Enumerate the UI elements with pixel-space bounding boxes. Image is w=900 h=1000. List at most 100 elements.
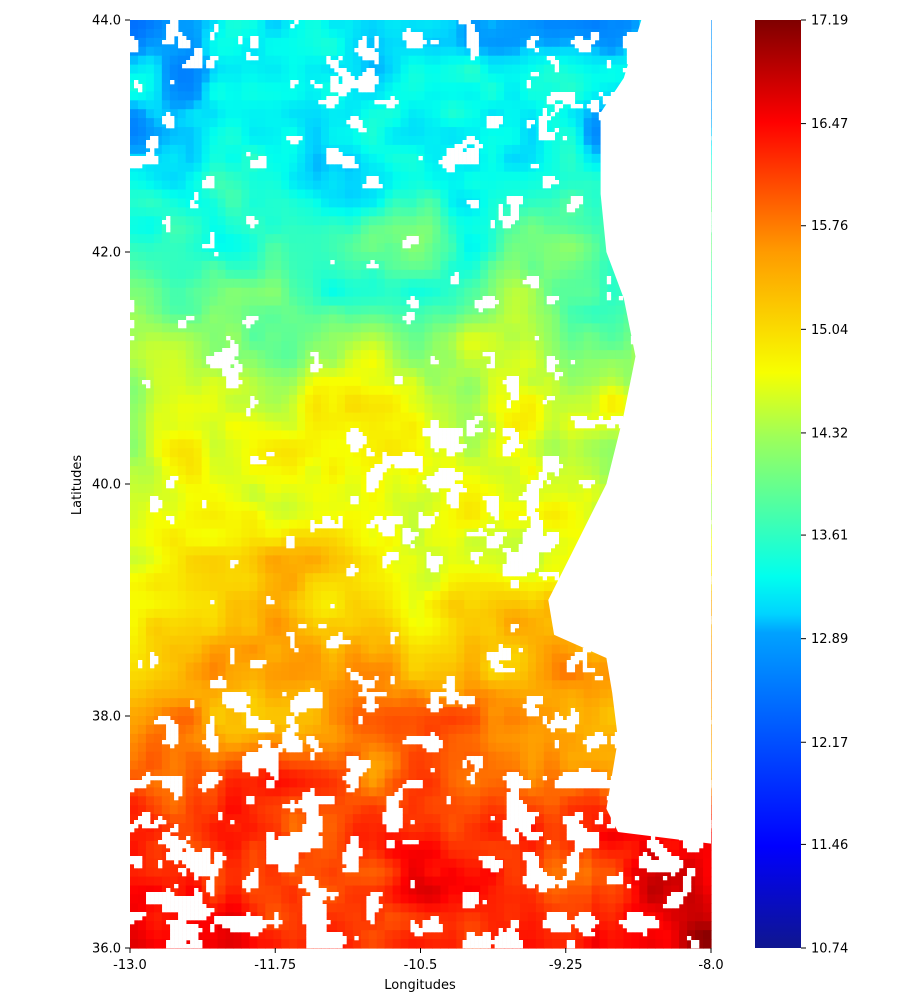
heatmap-cell <box>559 180 569 191</box>
heatmap-cell <box>543 421 553 432</box>
heatmap-cell <box>432 341 441 351</box>
heatmap-cell <box>551 20 561 30</box>
heatmap-cell <box>512 225 521 235</box>
heatmap-cell <box>193 73 203 84</box>
heatmap-cell <box>313 234 322 244</box>
heatmap-cell <box>297 278 306 289</box>
heatmap-cell <box>328 234 338 244</box>
heatmap-cell <box>281 501 290 512</box>
heatmap-cell <box>551 555 561 565</box>
heatmap-cell <box>440 91 449 101</box>
heatmap-cell <box>305 73 314 84</box>
heatmap-cell <box>448 394 457 405</box>
heatmap-cell <box>241 555 250 565</box>
heatmap-cell <box>217 421 227 432</box>
heatmap-cell <box>225 394 235 405</box>
heatmap-cell <box>599 73 609 84</box>
heatmap-cell <box>265 394 274 405</box>
heatmap-cell <box>328 421 338 432</box>
heatmap-cell <box>185 466 195 476</box>
heatmap-cell <box>384 368 394 378</box>
heatmap-cell <box>456 296 465 307</box>
heatmap-cell <box>217 73 227 84</box>
heatmap-cell <box>567 519 577 530</box>
heatmap-cell <box>448 332 457 342</box>
heatmap-cell <box>408 537 418 548</box>
heatmap-cell <box>193 448 203 458</box>
heatmap-cell <box>512 501 521 512</box>
heatmap-cell <box>352 323 362 333</box>
heatmap-cell <box>440 28 449 39</box>
heatmap-cell <box>567 537 577 548</box>
heatmap-cell <box>440 492 449 503</box>
heatmap-cell <box>297 555 306 565</box>
heatmap-cell <box>209 546 219 556</box>
heatmap-cell <box>344 457 354 467</box>
heatmap-cell <box>448 412 457 423</box>
heatmap-cell <box>177 484 187 494</box>
heatmap-cell <box>496 617 505 628</box>
heatmap-cell <box>432 260 441 271</box>
heatmap-cell <box>161 600 171 610</box>
heatmap-cell <box>217 82 227 92</box>
heatmap-cell <box>416 341 426 351</box>
heatmap-cell <box>265 109 274 119</box>
heatmap-cell <box>599 287 609 298</box>
heatmap-cell <box>137 260 147 271</box>
heatmap-cell <box>241 109 250 119</box>
heatmap-cell <box>384 385 394 396</box>
heatmap-cell <box>496 296 505 307</box>
heatmap-cell <box>488 582 497 592</box>
heatmap-cell <box>297 394 306 405</box>
heatmap-cell <box>201 252 211 262</box>
heatmap-cell <box>527 207 537 217</box>
heatmap-cell <box>241 323 250 333</box>
heatmap-cell <box>512 171 521 182</box>
heatmap-cell <box>448 519 457 530</box>
heatmap-cell <box>583 216 593 226</box>
heatmap-cell <box>193 608 203 619</box>
heatmap-cell <box>551 314 561 324</box>
heatmap-cell <box>193 37 203 48</box>
heatmap-cell <box>416 608 426 619</box>
heatmap-cell <box>583 260 593 271</box>
heatmap-cell <box>408 225 418 235</box>
heatmap-cell <box>368 144 378 155</box>
heatmap-cell <box>153 287 163 298</box>
heatmap-cell <box>177 332 187 342</box>
heatmap-cell <box>201 546 211 556</box>
heatmap-cell <box>233 430 243 440</box>
heatmap-cell <box>535 403 545 414</box>
heatmap-cell <box>297 591 306 601</box>
heatmap-cell <box>376 555 386 565</box>
heatmap-cell <box>201 207 211 217</box>
heatmap-cell <box>599 82 609 92</box>
heatmap-cell <box>344 412 354 423</box>
heatmap-cell <box>257 582 266 592</box>
heatmap-cell <box>535 20 545 30</box>
heatmap-cell <box>440 501 449 512</box>
heatmap-cell <box>185 448 195 458</box>
heatmap-cell <box>241 573 250 583</box>
heatmap-cell <box>225 243 235 253</box>
heatmap-cell <box>599 448 609 458</box>
heatmap-cell <box>360 287 370 298</box>
heatmap-cell <box>480 305 489 316</box>
heatmap-cell <box>193 555 203 565</box>
heatmap-cell <box>519 600 529 610</box>
heatmap-cell <box>130 608 139 619</box>
heatmap-cell <box>543 118 553 128</box>
heatmap-cell <box>504 243 513 253</box>
heatmap-cell <box>504 296 513 307</box>
heatmap-cell <box>177 350 187 360</box>
heatmap-cell <box>543 260 553 271</box>
heatmap-cell <box>233 385 243 396</box>
heatmap-cell <box>488 439 497 449</box>
heatmap-cell <box>456 260 465 271</box>
heatmap-cell <box>305 314 314 324</box>
heatmap-cell <box>376 287 386 298</box>
heatmap-cell <box>567 64 577 75</box>
heatmap-cell <box>360 457 370 467</box>
heatmap-cell <box>368 37 378 48</box>
heatmap-cell <box>193 243 203 253</box>
